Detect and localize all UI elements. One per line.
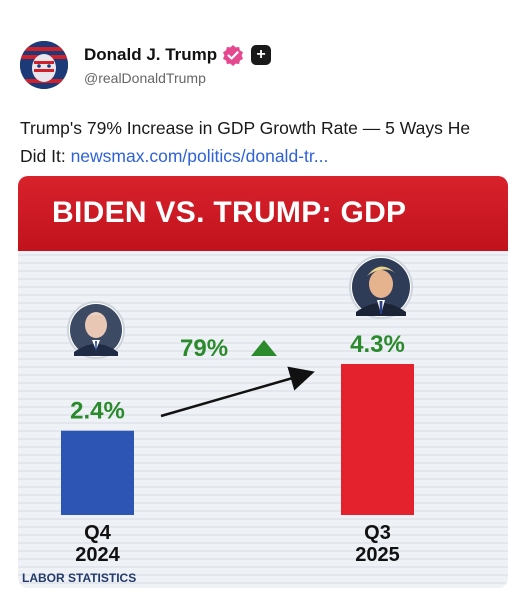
- post-text: Trump's 79% Increase in GDP Growth Rate …: [20, 114, 500, 170]
- post-link[interactable]: newsmax.com/politics/donald-tr...: [70, 146, 329, 166]
- chart-source: LABOR STATISTICS: [22, 571, 137, 585]
- author-avatar[interactable]: [20, 41, 68, 89]
- category-label-0-0: Q4: [84, 522, 112, 544]
- chart-title: BIDEN VS. TRUMP: GDP: [52, 196, 407, 229]
- category-label-1-1: 2025: [355, 544, 400, 566]
- post-image-card[interactable]: BIDEN VS. TRUMP: GDP: [18, 176, 508, 588]
- author-handle: @realDonaldTrump: [84, 70, 206, 86]
- increase-arrow: [160, 366, 315, 418]
- chart-banner: BIDEN VS. TRUMP: GDP: [18, 176, 508, 251]
- follow-button[interactable]: +: [251, 45, 271, 65]
- biden-portrait: [67, 301, 125, 359]
- bar-value-label-0: 2.4%: [70, 398, 125, 425]
- increase-triangle-icon: [251, 340, 277, 356]
- plus-icon: +: [256, 46, 266, 63]
- verified-badge-icon: [222, 44, 244, 66]
- category-label-1-0: Q3: [364, 522, 391, 544]
- bar-0: [61, 430, 134, 515]
- bar-1: [341, 364, 414, 515]
- bar-value-label-1: 4.3%: [350, 331, 405, 358]
- increase-annotation: 79%: [180, 335, 228, 362]
- post-body-text: Trump's 79% Increase in GDP Growth Rate …: [20, 118, 471, 166]
- category-label-0-1: 2024: [75, 544, 120, 566]
- author-name[interactable]: Donald J. Trump: [84, 45, 218, 64]
- trump-portrait: [349, 255, 413, 319]
